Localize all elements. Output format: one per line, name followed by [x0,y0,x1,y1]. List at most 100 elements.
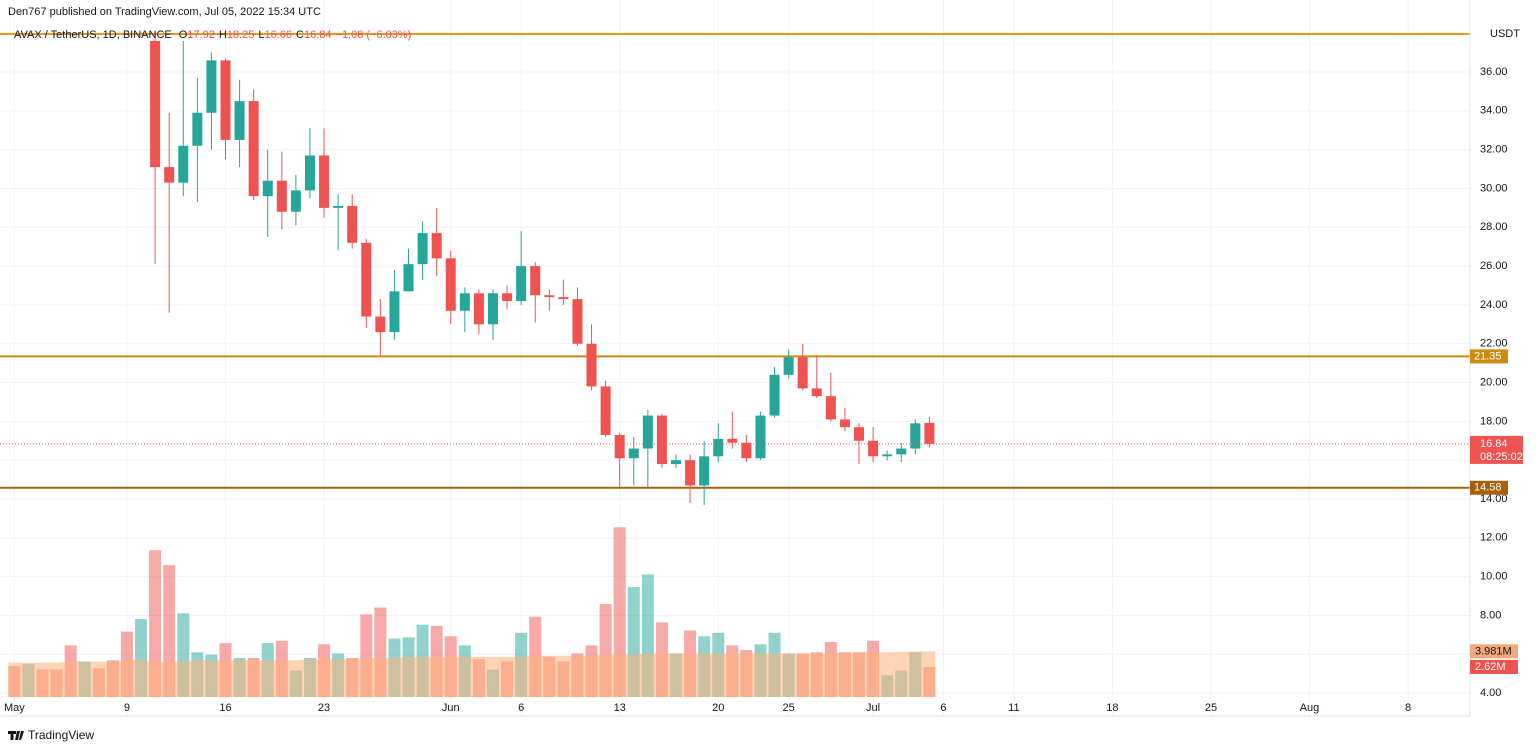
level-label: 14.58 [1474,482,1502,494]
candle-body [403,264,414,292]
candle-body [769,374,780,416]
x-tick-label: 13 [614,702,626,714]
ohlc-key: C [296,29,304,41]
x-tick-label: 23 [318,702,330,714]
x-tick-label: 25 [782,702,794,714]
candle-body [713,438,724,457]
x-tick-label: 11 [1008,702,1019,714]
volume-ma-label: 3.981M [1475,645,1512,657]
y-tick-label: 10.00 [1480,571,1508,583]
y-tick-label: 20.00 [1480,376,1508,388]
last-price-box [1470,435,1523,464]
ohlc-value: 18.25 [227,29,255,41]
candle-body [572,299,583,344]
candle-body [685,460,696,486]
candle-body [614,434,625,459]
x-tick-label: 16 [219,702,231,714]
candle-body [150,40,161,168]
candle-body [656,415,667,465]
y-tick-label: 26.00 [1480,260,1508,272]
grid [0,0,1470,716]
candle-body [811,388,822,397]
candle-body [178,145,189,183]
price-pane [0,31,1470,505]
candle-body [628,448,639,459]
x-tick-label: 20 [712,702,724,714]
axes: 4.006.008.0010.0012.0014.0016.0018.0020.… [4,66,1523,714]
y-tick-label: 22.00 [1480,338,1508,350]
volume-bar [149,550,162,697]
candle-body [262,180,273,197]
candle-body [473,293,484,325]
symbol: AVAX / TetherUS, 1D, BINANCE [14,29,172,41]
level-label-box [1470,349,1508,364]
volume-last-label: 2.62M [1475,661,1506,673]
y-tick-label: 14.00 [1480,493,1508,505]
candle-body [459,293,470,311]
x-tick-label: 6 [518,702,524,714]
candle-body [699,456,710,486]
volume-pane [8,527,936,697]
ohlc-value: 16.66 [265,29,293,41]
candle-body [304,155,315,191]
published-note: Den767 published on TradingView.com, Jul… [8,6,321,18]
candle-body [347,205,358,243]
candle-body [544,295,555,298]
candle-body [276,180,287,212]
candle-body [361,242,372,317]
volume-last-box [1470,659,1518,674]
footer-brand: TradingView [28,728,94,742]
candle-body [924,422,935,444]
change: −1.08 (−6.03%) [336,29,412,41]
volume-ma-box [1470,644,1518,659]
candle-body [389,291,400,333]
candle-body [671,460,682,465]
x-tick-label: 9 [124,702,130,714]
candle-body [319,155,330,208]
x-tick-label: Aug [1300,702,1320,714]
candle-body [839,419,850,428]
level-label-box [1470,480,1508,495]
candle-body [164,167,175,183]
level-label: 21.35 [1474,350,1502,362]
candle-body [910,423,921,449]
candle-body [727,438,738,443]
y-tick-label: 34.00 [1480,105,1508,117]
countdown: 08:25:02 [1480,451,1523,463]
tv-logo [8,731,24,740]
candle-body [417,233,428,265]
candle-body [375,316,386,333]
x-tick-label: 18 [1106,702,1118,714]
x-tick-label: Jul [866,702,880,714]
x-tick-label: 25 [1205,702,1217,714]
candle-body [797,357,808,389]
footer: TradingView [8,728,94,742]
candle-body [290,190,301,212]
y-tick-label: 32.00 [1480,144,1508,156]
candle-body [206,60,217,113]
ohlc-key: O [179,29,188,41]
candle-body [192,112,203,146]
candle-body [882,454,893,457]
candle-body [558,297,569,300]
ohlc-key: H [219,29,227,41]
symbol-legend: AVAX / TetherUS, 1D, BINANCE O17.92 H18.2… [14,29,411,41]
candle-body [586,343,597,387]
last-price-label: 16.84 [1480,438,1508,450]
y-tick-label: 12.00 [1480,532,1508,544]
candle-body [516,266,527,302]
candle-body [431,233,442,259]
candle-body [333,205,344,208]
candle-body [530,266,541,296]
candle-body [600,386,611,435]
candle-body [445,258,456,311]
y-tick-label: 36.00 [1480,66,1508,78]
ohlc-value: 16.84 [304,29,332,41]
candle-body [234,101,245,140]
y-tick-label: 4.00 [1480,687,1501,699]
y-tick-label: 8.00 [1480,609,1501,621]
y-tick-label: 24.00 [1480,299,1508,311]
ohlc-value: 17.92 [187,29,215,41]
candle-body [220,60,231,140]
